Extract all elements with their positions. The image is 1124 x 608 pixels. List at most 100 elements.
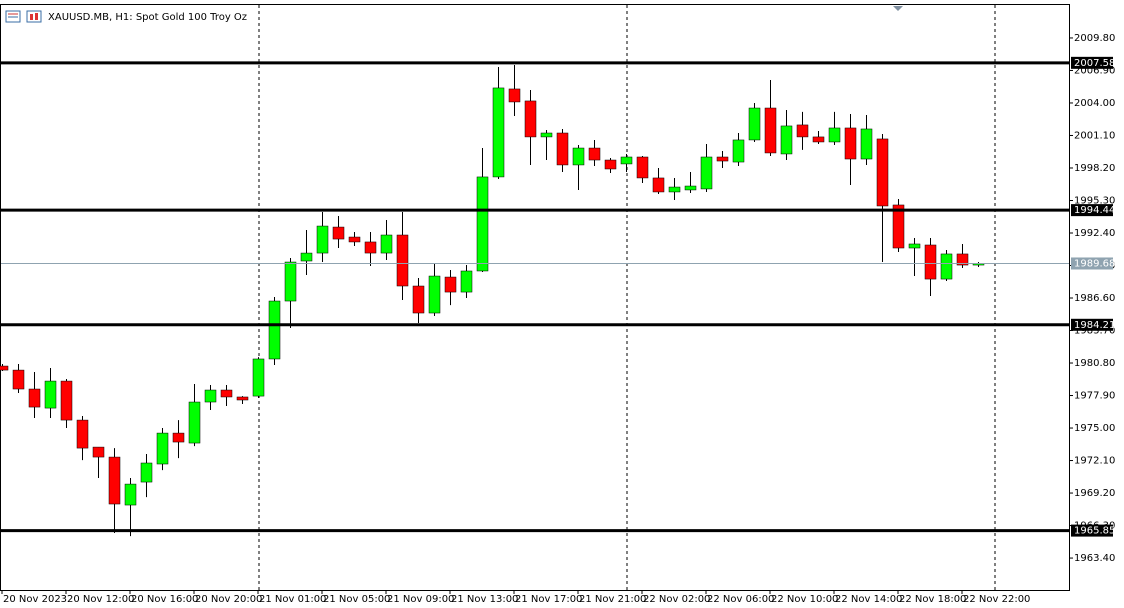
candle-body [396, 234, 409, 287]
candle-body [892, 204, 905, 249]
candle-body [860, 128, 873, 160]
price-label: 1989.68 [1074, 258, 1115, 269]
x-tick-label: 20 Nov 20:00 [195, 594, 262, 605]
y-tick-label: 2001.10 [1074, 130, 1115, 141]
candle-body [108, 456, 121, 505]
candle-body [76, 419, 89, 449]
candle-body [60, 380, 73, 421]
icon [30, 14, 33, 20]
y-tick-label: 1975.00 [1074, 423, 1115, 434]
candle-body [508, 88, 521, 103]
candle-body [364, 241, 377, 254]
candle-body [204, 389, 217, 403]
level-label: 1965.85 [1074, 526, 1115, 537]
x-tick-label: 20 Nov 2023 [3, 594, 67, 605]
x-tick-label: 21 Nov 09:00 [387, 594, 454, 605]
shift-marker [893, 6, 903, 11]
candle-body [780, 125, 793, 155]
candle-body [604, 159, 617, 170]
y-tick-label: 1983.70 [1074, 326, 1115, 337]
x-tick-label: 22 Nov 10:00 [771, 594, 838, 605]
plot-frame [0, 4, 1070, 591]
candle-body [268, 300, 281, 360]
candle-body [732, 139, 745, 163]
candle-body [620, 156, 633, 165]
candle-body [348, 236, 361, 243]
x-tick-label: 22 Nov 02:00 [643, 594, 710, 605]
candle-body [124, 483, 137, 506]
price-label-box [1071, 257, 1113, 270]
x-tick-label: 21 Nov 17:00 [515, 594, 582, 605]
candle-body [316, 225, 329, 254]
candle-body [188, 401, 201, 444]
candle-body [44, 380, 57, 409]
x-tick-label: 21 Nov 01:00 [259, 594, 326, 605]
candle-body [588, 147, 601, 161]
y-tick-label: 2009.80 [1074, 33, 1115, 44]
candle-body [220, 389, 233, 398]
candle-body [540, 132, 553, 138]
level-label: 2007.58 [1074, 58, 1115, 69]
candle-body [684, 185, 697, 191]
candle-body [492, 87, 505, 178]
candle-body [556, 132, 569, 166]
candle-body [764, 107, 777, 154]
candle-body [796, 124, 809, 138]
candle-body [236, 396, 249, 401]
candle-body [812, 136, 825, 143]
candle-body [956, 253, 969, 266]
candle-body [140, 462, 153, 483]
candle-body [444, 276, 457, 293]
x-tick-label: 20 Nov 16:00 [131, 594, 198, 605]
level-label: 1994.44 [1074, 205, 1115, 216]
candle-body [380, 234, 393, 254]
y-tick-label: 1992.40 [1074, 228, 1115, 239]
candle-body [700, 156, 713, 190]
candle-body [172, 432, 185, 443]
candle-body [332, 226, 345, 240]
candle-body [940, 253, 953, 280]
y-tick-label: 1977.90 [1074, 391, 1115, 402]
candle-body [652, 177, 665, 193]
x-tick-label: 20 Nov 12:00 [67, 594, 134, 605]
x-tick-label: 21 Nov 05:00 [323, 594, 390, 605]
x-tick-label: 22 Nov 18:00 [899, 594, 966, 605]
candle-body [92, 446, 105, 458]
candle-body [524, 100, 537, 138]
candle-body [428, 275, 441, 314]
candle-body [844, 127, 857, 160]
x-tick-label: 21 Nov 13:00 [451, 594, 518, 605]
y-tick-label: 2006.90 [1074, 65, 1115, 76]
candle-body [828, 127, 841, 143]
candle-body [668, 186, 681, 193]
candle-body [300, 252, 313, 262]
candle-body [460, 270, 473, 293]
y-tick-label: 1986.60 [1074, 293, 1115, 304]
candle-body [924, 244, 937, 280]
y-tick-label: 1995.30 [1074, 195, 1115, 206]
icon [35, 13, 38, 20]
icon [26, 10, 42, 23]
y-tick-label: 1963.40 [1074, 553, 1115, 564]
title-icons [5, 10, 42, 23]
marks: 2009.80 2006.90 2004.00 2001.10 1998.20 1995.… [0, 33, 1115, 605]
level-label-box [1071, 56, 1113, 69]
y-tick-label: 1969.20 [1074, 488, 1115, 499]
x-tick-label: 22 Nov 06:00 [707, 594, 774, 605]
candle-body [28, 388, 41, 408]
candle-body [748, 107, 761, 141]
candle-body [12, 369, 25, 390]
level-label: 1984.21 [1074, 320, 1115, 331]
x-tick-label: 21 Nov 21:00 [579, 594, 646, 605]
candle-body [0, 365, 9, 371]
y-tick-label: 1972.10 [1074, 456, 1115, 467]
candle-body [572, 147, 585, 166]
level-label-box [1071, 204, 1113, 217]
candle-body [252, 358, 265, 397]
candle-body [636, 156, 649, 179]
level-label-box [1071, 318, 1113, 331]
candle-body [908, 243, 921, 249]
level-label-box [1071, 524, 1113, 537]
